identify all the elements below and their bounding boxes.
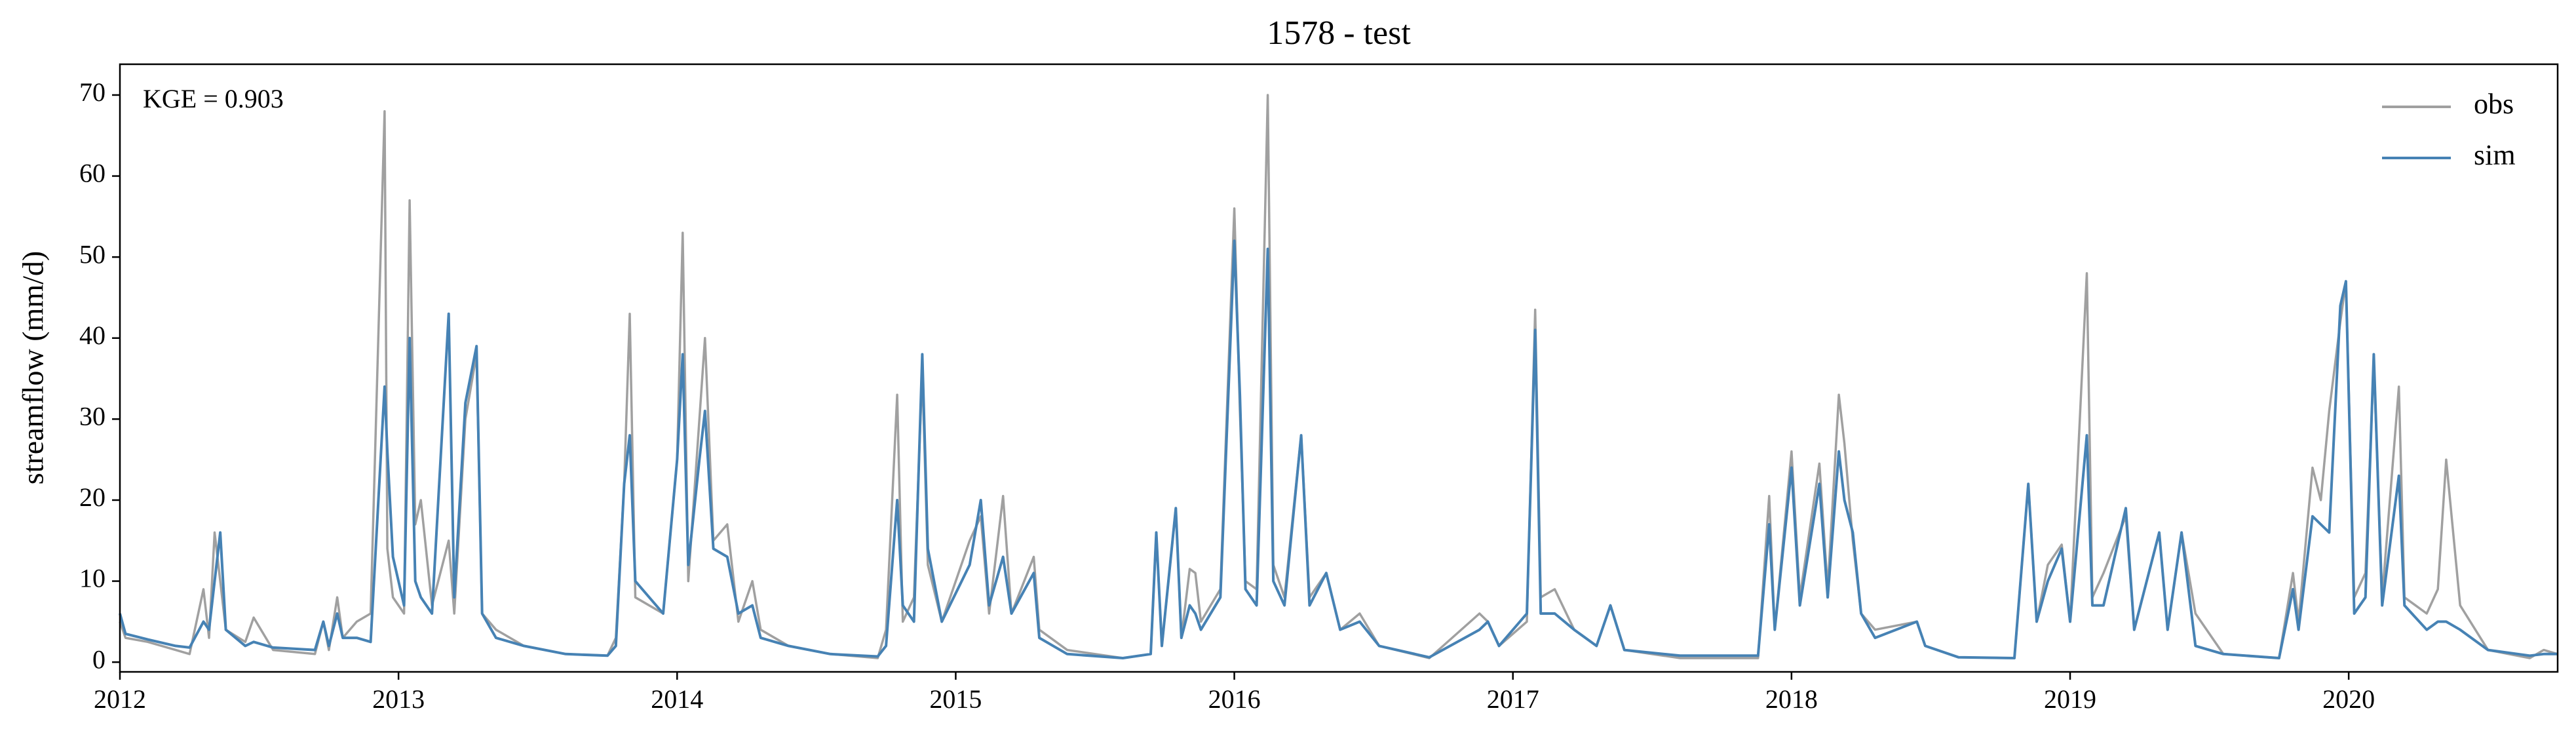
y-tick-label: 0 — [92, 644, 106, 674]
y-tick-label: 10 — [79, 564, 106, 593]
y-axis-label: streamflow (mm/d) — [16, 251, 50, 484]
x-tick-label: 2019 — [2044, 684, 2096, 714]
x-tick-label: 2012 — [94, 684, 146, 714]
annotation: KGE = 0.903 — [143, 84, 284, 113]
x-tick-label: 2018 — [1765, 684, 1818, 714]
x-tick-label: 2015 — [929, 684, 982, 714]
x-tick-label: 2014 — [651, 684, 703, 714]
y-tick-label: 60 — [79, 159, 106, 188]
x-tick-label: 2020 — [2322, 684, 2375, 714]
legend-label: obs — [2474, 88, 2514, 120]
y-tick-label: 20 — [79, 482, 106, 512]
y-tick-label: 70 — [79, 77, 106, 107]
y-tick-label: 50 — [79, 239, 106, 269]
x-tick-label: 2013 — [372, 684, 425, 714]
chart-title: 1578 - test — [1267, 14, 1411, 52]
x-tick-label: 2017 — [1487, 684, 1539, 714]
y-tick-label: 40 — [79, 321, 106, 350]
plot-frame — [119, 63, 2559, 673]
y-tick-label: 30 — [79, 402, 106, 431]
series-line — [119, 239, 2558, 659]
x-tick-label: 2016 — [1208, 684, 1261, 714]
legend-label: sim — [2474, 139, 2516, 171]
